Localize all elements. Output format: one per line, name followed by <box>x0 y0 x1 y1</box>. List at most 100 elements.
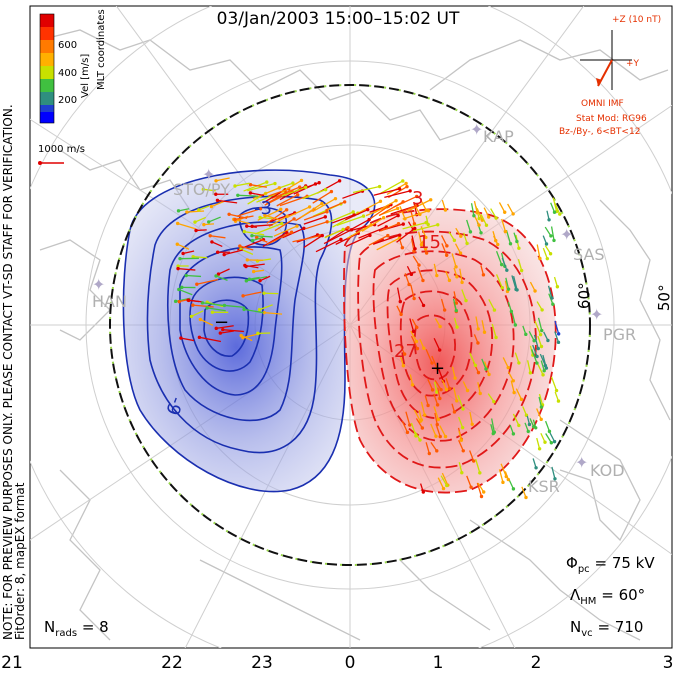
velocity-vector <box>211 200 225 208</box>
velocity-vector <box>466 219 472 233</box>
velocity-vector <box>526 360 532 373</box>
velocity-vector-origin <box>378 199 383 204</box>
velocity-vector <box>358 226 387 239</box>
velocity-vector-origin <box>401 179 405 183</box>
velocity-vector <box>220 330 234 334</box>
velocity-vector <box>282 227 305 239</box>
velocity-vector <box>177 267 196 271</box>
velocity-vector <box>302 189 326 200</box>
velocity-vector-origin <box>533 289 537 293</box>
velocity-vector-origin <box>214 274 218 278</box>
velocity-vector-origin <box>556 332 561 336</box>
velocity-vector-origin <box>302 226 306 231</box>
velocity-vector-origin <box>435 390 439 394</box>
velocity-vector-origin <box>477 216 481 221</box>
velocity-vector-origin <box>241 294 245 298</box>
velocity-vector <box>178 288 193 296</box>
velocity-vector <box>207 307 226 312</box>
velocity-vector <box>405 411 411 426</box>
mlt-label-3: 3 <box>663 653 674 673</box>
velocity-vector <box>554 331 560 343</box>
velocity-vector-origin <box>398 233 402 237</box>
velocity-vector <box>548 431 556 442</box>
velocity-vector <box>457 394 464 410</box>
velocity-vector-origin <box>547 429 552 434</box>
velocity-vector <box>228 213 248 219</box>
velocity-vector-origin <box>243 263 247 268</box>
velocity-vector <box>470 203 475 216</box>
velocity-vector-origin <box>435 449 439 453</box>
velocity-vector-origin <box>526 429 530 434</box>
velocity-vector-origin <box>197 208 201 212</box>
velocity-vector-origin <box>395 206 400 211</box>
velocity-vector-origin <box>438 434 442 439</box>
velocity-vector-origin <box>543 440 547 444</box>
velocity-vector <box>458 416 464 428</box>
velocity-vector-origin <box>284 190 288 195</box>
velocity-vector-origin <box>511 487 516 491</box>
velocity-vector-origin <box>421 490 426 494</box>
velocity-vector <box>477 382 481 394</box>
velocity-vector-origin <box>251 269 256 274</box>
n-rads-stat: Nrads = 8 <box>44 618 109 639</box>
contour-label-minus3: -3 <box>254 198 272 219</box>
velocity-vector-origin <box>256 331 260 336</box>
radar-ksr: KSR <box>528 477 560 496</box>
velocity-vector-origin <box>414 339 419 344</box>
velocity-vector <box>440 298 446 311</box>
velocity-vector <box>452 298 457 311</box>
velocity-vector-origin <box>323 215 328 219</box>
velocity-vector-origin <box>465 241 469 246</box>
velocity-vector <box>380 180 404 194</box>
velocity-vector-origin <box>445 253 449 257</box>
velocity-vector-origin <box>209 204 214 209</box>
velocity-vector <box>441 235 448 247</box>
velocity-vector <box>536 408 542 420</box>
velocity-vector <box>515 388 523 400</box>
velocity-vector <box>266 231 292 246</box>
velocity-vector-origin <box>415 346 420 351</box>
velocity-vector-origin <box>422 346 426 350</box>
velocity-vector-origin <box>499 262 504 267</box>
velocity-vector-origin <box>496 242 500 247</box>
velocity-vector-origin <box>351 210 355 214</box>
velocity-vector <box>243 181 268 192</box>
imf-condition: Bz-/By-, 6<BT<12 <box>559 127 640 137</box>
velocity-vector-origin <box>536 346 540 351</box>
velocity-vector-origin <box>402 352 407 356</box>
velocity-vector-origin <box>426 403 430 408</box>
velocity-vector <box>218 268 230 275</box>
velocity-vector <box>488 299 496 311</box>
velocity-vector <box>191 310 204 318</box>
velocity-vector-origin <box>444 387 449 392</box>
velocity-vector <box>276 194 299 207</box>
velocity-vector <box>373 188 400 196</box>
velocity-vector-origin <box>280 221 284 226</box>
velocity-vector-origin <box>455 275 459 279</box>
imf-stat-mod: Stat Mod: RG96 <box>576 114 647 124</box>
velocity-vector-origin <box>277 186 282 190</box>
velocity-vector <box>540 360 545 371</box>
velocity-vector-origin <box>554 388 559 393</box>
velocity-vector-origin <box>245 258 250 262</box>
velocity-vector <box>182 250 195 255</box>
velocity-vector-origin <box>494 216 498 220</box>
velocity-vector <box>433 393 439 406</box>
radar-sites: KAP SAS PGR KOD KSR STO/PY HAN ✦ ✦ ✦ ✦ ✦… <box>92 120 636 496</box>
velocity-vector-origin <box>215 198 220 203</box>
velocity-vector-origin <box>436 417 441 422</box>
radar-sto-py: STO/PY <box>173 180 230 199</box>
velocity-vector-origin <box>413 247 417 251</box>
velocity-vector-origin <box>424 220 428 225</box>
velocity-vector-origin <box>546 338 550 343</box>
velocity-vector-origin <box>500 286 504 290</box>
velocity-vector <box>346 224 372 239</box>
velocity-vector <box>342 190 363 199</box>
velocity-vector <box>251 234 273 238</box>
velocity-vector-origin <box>534 466 538 470</box>
velocity-vector-origin <box>180 285 184 290</box>
phi-pc-stat: Φpc = 75 kV <box>566 554 655 575</box>
velocity-vector <box>441 472 449 486</box>
velocity-vector <box>436 425 441 437</box>
